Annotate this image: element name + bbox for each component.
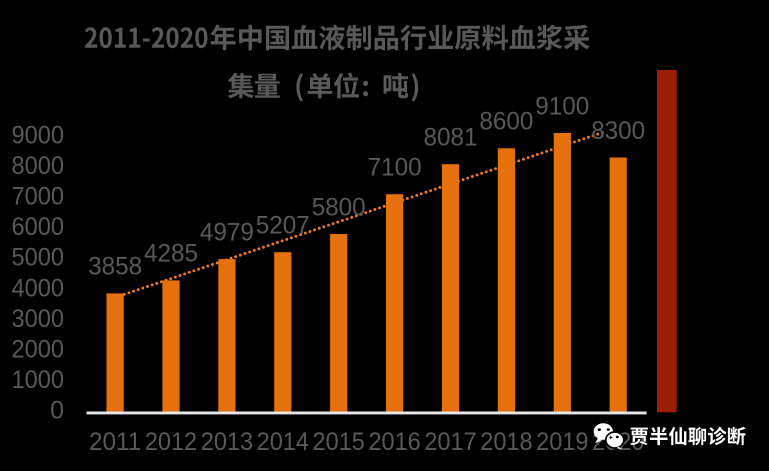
svg-text:8300: 8300 [591, 117, 645, 145]
svg-text:7000: 7000 [12, 183, 65, 211]
svg-text:5207: 5207 [256, 211, 310, 239]
svg-text:5800: 5800 [312, 193, 366, 221]
svg-text:2019: 2019 [536, 428, 588, 456]
svg-text:5000: 5000 [12, 244, 65, 272]
svg-text:2012: 2012 [145, 428, 197, 456]
svg-text:8600: 8600 [479, 108, 533, 136]
svg-text:2011: 2011 [89, 428, 141, 456]
svg-text:2015: 2015 [313, 428, 365, 456]
svg-text:1000: 1000 [12, 366, 65, 394]
svg-text:4285: 4285 [144, 240, 198, 268]
svg-text:0: 0 [50, 397, 64, 425]
svg-text:2000: 2000 [12, 336, 65, 364]
svg-text:3000: 3000 [12, 305, 65, 333]
svg-text:9000: 9000 [12, 121, 65, 149]
svg-text:6000: 6000 [12, 213, 65, 241]
svg-text:3858: 3858 [88, 253, 142, 281]
svg-text:4979: 4979 [200, 218, 254, 246]
svg-text:2017: 2017 [424, 428, 476, 456]
svg-text:7100: 7100 [368, 154, 422, 182]
svg-text:8000: 8000 [12, 152, 65, 180]
svg-text:2014: 2014 [257, 428, 309, 456]
svg-text:8081: 8081 [424, 124, 478, 152]
svg-text:2016: 2016 [368, 428, 420, 456]
svg-text:2013: 2013 [201, 428, 253, 456]
svg-text:2018: 2018 [480, 428, 532, 456]
svg-text:4000: 4000 [12, 274, 65, 302]
svg-text:9100: 9100 [535, 92, 589, 120]
